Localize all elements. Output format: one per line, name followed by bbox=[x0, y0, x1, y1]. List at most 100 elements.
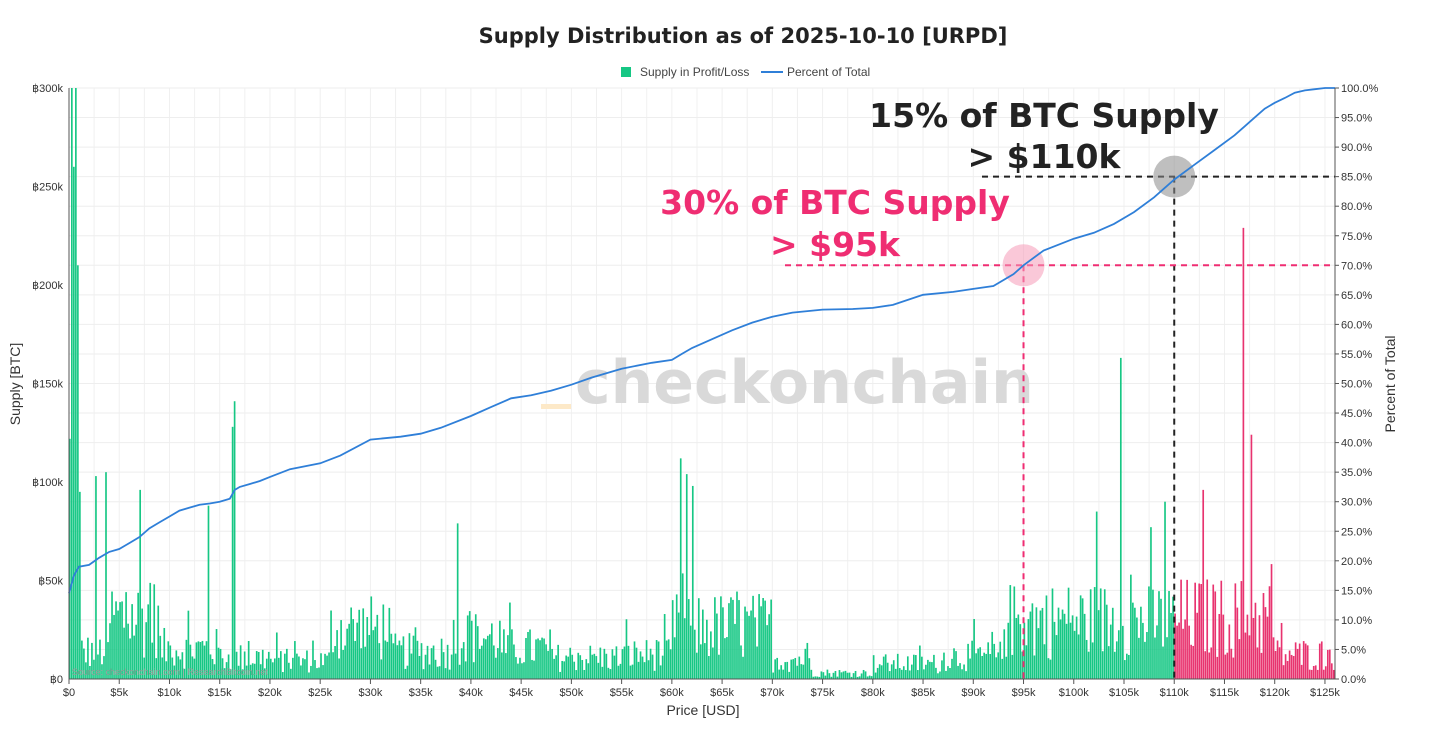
supply-bar bbox=[1294, 642, 1297, 679]
supply-bar bbox=[1308, 669, 1311, 679]
supply-bar bbox=[917, 670, 919, 679]
supply-bar bbox=[1043, 644, 1046, 679]
supply-bar bbox=[322, 665, 324, 679]
supply-bar bbox=[195, 642, 198, 679]
supply-bar bbox=[1202, 489, 1205, 679]
supply-bar bbox=[111, 591, 113, 679]
supply-bar bbox=[149, 582, 152, 679]
annotation-pink-line2: > $95k bbox=[770, 225, 901, 264]
supply-bar bbox=[1099, 588, 1102, 679]
supply-bar bbox=[119, 602, 121, 679]
supply-bar bbox=[780, 665, 783, 679]
supply-bar bbox=[294, 641, 296, 679]
supply-bar bbox=[689, 625, 692, 679]
supply-bar bbox=[296, 653, 298, 679]
x-tick-label: $95k bbox=[1012, 687, 1036, 699]
supply-bar bbox=[977, 648, 979, 679]
supply-bar bbox=[810, 669, 813, 679]
supply-bar bbox=[945, 670, 947, 679]
supply-bar bbox=[85, 662, 87, 679]
supply-bar bbox=[529, 629, 531, 679]
supply-bar bbox=[651, 654, 654, 679]
supply-bar bbox=[786, 661, 789, 679]
y-tick-label: ฿200k bbox=[32, 280, 63, 292]
supply-bar bbox=[766, 625, 768, 679]
supply-bar bbox=[350, 607, 352, 679]
supply-bar bbox=[657, 641, 660, 679]
supply-bar bbox=[1312, 665, 1315, 679]
y2-tick-label: 95.0% bbox=[1341, 113, 1372, 125]
supply-bar bbox=[649, 648, 652, 679]
supply-bar bbox=[1220, 580, 1223, 679]
supply-bar bbox=[344, 645, 346, 679]
supply-bar bbox=[886, 662, 889, 679]
supply-bar bbox=[179, 659, 182, 679]
supply-bar bbox=[109, 623, 111, 679]
supply-bar bbox=[81, 640, 83, 679]
supply-bar bbox=[772, 672, 774, 679]
supply-bar bbox=[691, 485, 694, 679]
supply-bar bbox=[1146, 632, 1148, 679]
legend-swatch-bar bbox=[621, 67, 631, 77]
supply-bar bbox=[163, 627, 166, 679]
supply-bar bbox=[860, 673, 863, 679]
supply-bar bbox=[237, 665, 240, 679]
supply-bar bbox=[959, 663, 961, 679]
supply-bar bbox=[197, 641, 200, 679]
supply-bar bbox=[432, 645, 435, 679]
supply-bar bbox=[997, 652, 1000, 679]
y2-tick-label: 15.0% bbox=[1341, 585, 1372, 597]
x-tick-label: $105k bbox=[1109, 687, 1139, 699]
x-tick-label: $125k bbox=[1310, 687, 1340, 699]
supply-bar bbox=[217, 647, 220, 679]
supply-bar bbox=[675, 594, 678, 679]
supply-bar bbox=[227, 654, 230, 679]
supply-bar bbox=[718, 654, 720, 679]
supply-bar bbox=[762, 598, 764, 679]
supply-bar bbox=[615, 646, 618, 679]
supply-bar bbox=[908, 670, 911, 679]
supply-bar bbox=[167, 641, 170, 679]
supply-bar bbox=[1021, 651, 1024, 679]
supply-bar bbox=[862, 669, 865, 679]
supply-bar bbox=[724, 638, 726, 679]
supply-bar bbox=[925, 664, 927, 679]
supply-bar bbox=[1061, 609, 1064, 679]
supply-bar bbox=[135, 624, 137, 679]
supply-bar bbox=[1085, 639, 1088, 679]
x-tick-label: $65k bbox=[710, 687, 734, 699]
supply-bar bbox=[259, 664, 262, 679]
supply-bar bbox=[667, 639, 670, 679]
supply-bar bbox=[125, 592, 127, 679]
supply-bar bbox=[1194, 582, 1196, 679]
supply-bar bbox=[324, 653, 326, 679]
supply-bar bbox=[1180, 579, 1182, 679]
x-tick-label: $80k bbox=[861, 687, 885, 699]
supply-bar bbox=[1029, 611, 1032, 679]
x-tick-label: $110k bbox=[1160, 687, 1190, 699]
marker-110k bbox=[1153, 155, 1196, 198]
supply-bar bbox=[527, 632, 529, 679]
supply-bar bbox=[316, 668, 318, 679]
supply-bar bbox=[1222, 614, 1225, 679]
legend[interactable]: Supply in Profit/Loss Percent of Total bbox=[621, 65, 870, 79]
supply-bar bbox=[808, 658, 811, 679]
supply-bar bbox=[497, 648, 499, 679]
supply-bar bbox=[687, 599, 690, 679]
y-axis-ticks: ฿0 ฿50k ฿100k ฿150k ฿200k ฿250k ฿300k bbox=[32, 83, 63, 686]
supply-bar bbox=[1286, 660, 1289, 679]
supply-bar bbox=[1105, 604, 1108, 679]
supply-bar bbox=[1013, 586, 1016, 679]
supply-bar bbox=[511, 629, 513, 679]
supply-bar bbox=[418, 655, 421, 679]
supply-bar bbox=[304, 659, 306, 679]
supply-bar bbox=[476, 626, 479, 679]
y2-tick-label: 20.0% bbox=[1341, 556, 1372, 568]
supply-bar bbox=[577, 652, 580, 679]
y2-tick-label: 40.0% bbox=[1341, 438, 1372, 450]
supply-bar bbox=[699, 644, 702, 679]
supply-bar bbox=[1208, 652, 1211, 679]
y-tick-label: ฿250k bbox=[32, 182, 63, 194]
supply-bar bbox=[601, 666, 604, 679]
supply-bar bbox=[330, 610, 332, 679]
